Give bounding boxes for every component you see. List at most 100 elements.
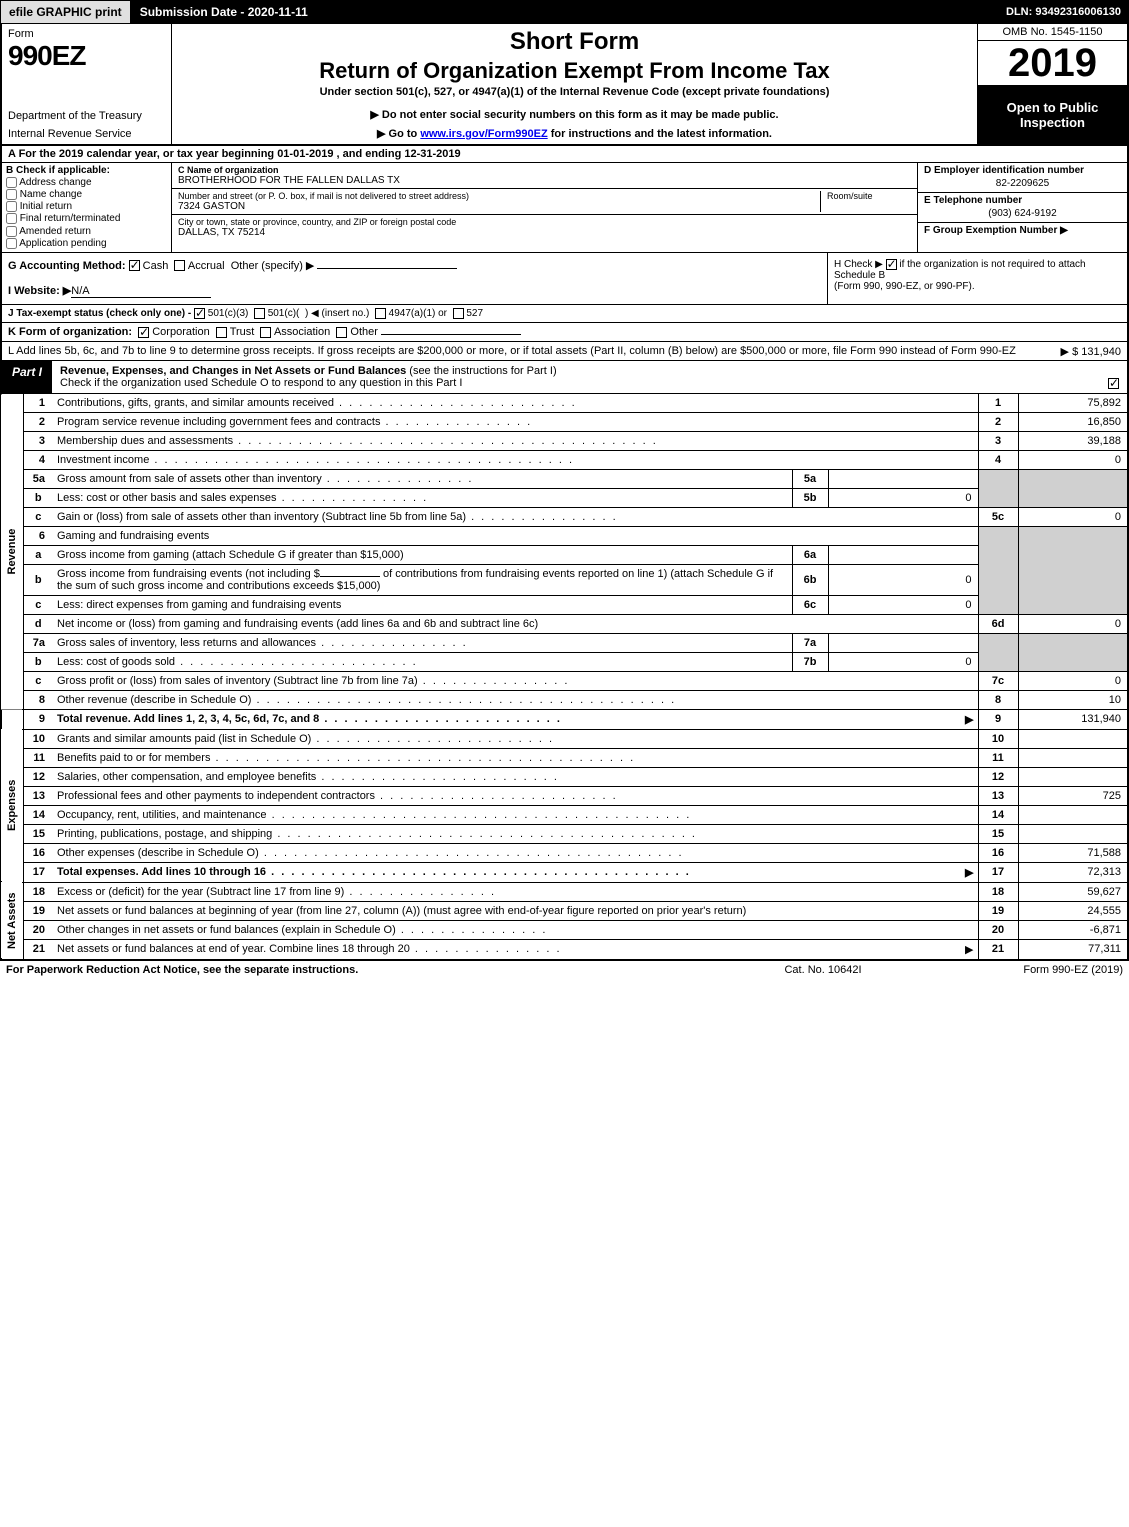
d-label: D Employer identification number bbox=[924, 165, 1084, 176]
row-desc: Other revenue (describe in Schedule O) bbox=[57, 694, 676, 706]
f-label: F Group Exemption Number ▶ bbox=[924, 225, 1068, 236]
note-ssn: ▶ Do not enter social security numbers o… bbox=[180, 108, 969, 121]
check-other[interactable] bbox=[336, 327, 347, 338]
dln-label: DLN: 93492316006130 bbox=[998, 0, 1129, 24]
check-association[interactable] bbox=[260, 327, 271, 338]
top-bar: efile GRAPHIC print Submission Date - 20… bbox=[0, 0, 1129, 24]
row-box: 11 bbox=[978, 748, 1018, 767]
check-cash[interactable] bbox=[129, 260, 140, 271]
irs-link[interactable]: www.irs.gov/Form990EZ bbox=[420, 128, 547, 140]
j-label: J Tax-exempt status (check only one) - bbox=[8, 308, 194, 319]
open-inspection: Open to Public Inspection bbox=[978, 85, 1127, 144]
row-value bbox=[1018, 767, 1128, 786]
check-trust[interactable] bbox=[216, 327, 227, 338]
row-value: 131,940 bbox=[1018, 709, 1128, 729]
row-value: 24,555 bbox=[1018, 901, 1128, 920]
check-schedule-b[interactable] bbox=[886, 259, 897, 270]
row-box: 20 bbox=[978, 920, 1018, 939]
other-input[interactable] bbox=[317, 268, 457, 269]
j-501c: 501(c)( bbox=[268, 308, 300, 319]
row-num: 16 bbox=[23, 843, 53, 862]
j-501c3: 501(c)(3) bbox=[208, 308, 249, 319]
row-desc: Gross sales of inventory, less returns a… bbox=[57, 637, 468, 649]
row-value: 0 bbox=[1018, 450, 1128, 469]
row-num: b bbox=[23, 564, 53, 595]
header-center: Short Form Return of Organization Exempt… bbox=[172, 24, 977, 144]
row-num: 13 bbox=[23, 786, 53, 805]
row-desc: Printing, publications, postage, and shi… bbox=[57, 828, 697, 840]
check-corporation[interactable] bbox=[138, 327, 149, 338]
row-value bbox=[1018, 824, 1128, 843]
row-box: 6d bbox=[978, 614, 1018, 633]
inner-box: 6c bbox=[792, 595, 828, 614]
k-other-input[interactable] bbox=[381, 334, 521, 335]
row-box: 14 bbox=[978, 805, 1018, 824]
check-address-change[interactable]: Address change bbox=[6, 177, 167, 188]
contrib-amount-input[interactable] bbox=[320, 576, 380, 577]
inner-box: 7a bbox=[792, 633, 828, 652]
check-name-change[interactable]: Name change bbox=[6, 189, 167, 200]
row-num: 11 bbox=[23, 748, 53, 767]
check-amended-return[interactable]: Amended return bbox=[6, 226, 167, 237]
line-l: L Add lines 5b, 6c, and 7b to line 9 to … bbox=[2, 341, 1127, 361]
section-c: C Name of organization BROTHERHOOD FOR T… bbox=[172, 163, 917, 252]
check-schedule-o[interactable] bbox=[1108, 378, 1119, 389]
footer-form: Form 990-EZ (2019) bbox=[923, 964, 1123, 976]
row-num: d bbox=[23, 614, 53, 633]
check-final-return[interactable]: Final return/terminated bbox=[6, 213, 167, 224]
accrual-label: Accrual bbox=[188, 260, 225, 272]
omb-number: OMB No. 1545-1150 bbox=[978, 24, 1127, 41]
row-num: 21 bbox=[23, 939, 53, 959]
check-501c3[interactable] bbox=[194, 308, 205, 319]
row-desc: Professional fees and other payments to … bbox=[57, 790, 618, 802]
check-application-pending[interactable]: Application pending bbox=[6, 238, 167, 249]
l-amount: ▶ $ 131,940 bbox=[1061, 345, 1121, 358]
grey-box bbox=[1018, 633, 1128, 671]
row-desc: Gaming and fundraising events bbox=[53, 526, 978, 545]
row-box: 13 bbox=[978, 786, 1018, 805]
check-501c[interactable] bbox=[254, 308, 265, 319]
row-desc: Membership dues and assessments bbox=[57, 435, 658, 447]
ein-value: 82-2209625 bbox=[924, 178, 1121, 189]
row-value: 16,850 bbox=[1018, 412, 1128, 431]
efile-print-button[interactable]: efile GRAPHIC print bbox=[0, 0, 131, 24]
row-num: 3 bbox=[23, 431, 53, 450]
row-desc: Total expenses. Add lines 10 through 16 bbox=[57, 866, 691, 878]
row-num: 8 bbox=[23, 690, 53, 709]
b-label: B Check if applicable: bbox=[6, 165, 167, 176]
row-num: 18 bbox=[23, 882, 53, 901]
j-4947: 4947(a)(1) or bbox=[389, 308, 447, 319]
row-value: 0 bbox=[1018, 614, 1128, 633]
grey-box bbox=[1018, 526, 1128, 614]
row-num: 14 bbox=[23, 805, 53, 824]
row-num: b bbox=[23, 652, 53, 671]
check-527[interactable] bbox=[453, 308, 464, 319]
row-box: 4 bbox=[978, 450, 1018, 469]
g-label: G Accounting Method: bbox=[8, 260, 126, 272]
row-num: 19 bbox=[23, 901, 53, 920]
row-desc: Salaries, other compensation, and employ… bbox=[57, 771, 559, 783]
note2-post: for instructions and the latest informat… bbox=[548, 128, 772, 140]
row-box: 3 bbox=[978, 431, 1018, 450]
c-label: C Name of organization bbox=[178, 165, 911, 175]
check-initial-return[interactable]: Initial return bbox=[6, 201, 167, 212]
row-desc: Gross profit or (loss) from sales of inv… bbox=[57, 675, 569, 687]
l-text: L Add lines 5b, 6c, and 7b to line 9 to … bbox=[8, 345, 1016, 357]
row-desc: Total revenue. Add lines 1, 2, 3, 4, 5c,… bbox=[57, 713, 562, 725]
footer-notice: For Paperwork Reduction Act Notice, see … bbox=[6, 964, 723, 976]
row-num: a bbox=[23, 545, 53, 564]
side-revenue: Revenue bbox=[1, 394, 23, 710]
header-right: OMB No. 1545-1150 2019 Open to Public In… bbox=[977, 24, 1127, 144]
entity-block: B Check if applicable: Address change Na… bbox=[0, 163, 1129, 253]
check-accrual[interactable] bbox=[174, 260, 185, 271]
page-footer: For Paperwork Reduction Act Notice, see … bbox=[0, 960, 1129, 979]
row-value: 39,188 bbox=[1018, 431, 1128, 450]
row-num: b bbox=[23, 488, 53, 507]
row-desc: Other expenses (describe in Schedule O) bbox=[57, 847, 684, 859]
cash-label: Cash bbox=[143, 260, 169, 272]
row-box: 9 bbox=[978, 709, 1018, 729]
row-num: 15 bbox=[23, 824, 53, 843]
row-box: 16 bbox=[978, 843, 1018, 862]
check-4947[interactable] bbox=[375, 308, 386, 319]
form-label: Form bbox=[8, 28, 165, 40]
